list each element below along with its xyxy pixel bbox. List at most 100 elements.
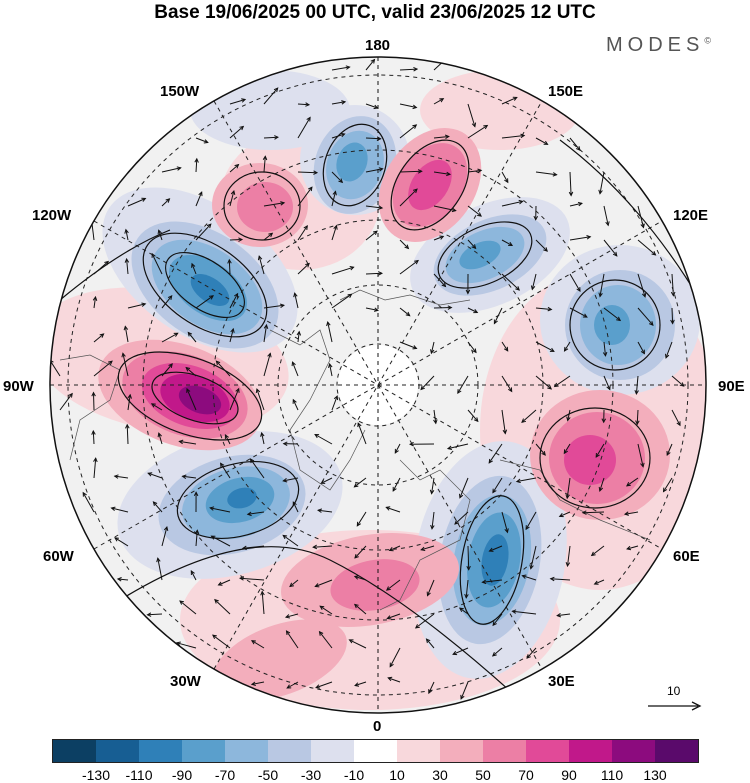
wind-arrow: [212, 634, 231, 649]
wind-arrow-head: [626, 545, 632, 551]
lon-label-120w: 120W: [32, 207, 72, 224]
wind-arrow-head: [250, 640, 256, 645]
wind-arrow-head: [296, 330, 302, 336]
wind-arrow-head: [286, 684, 292, 689]
wind-arrow-head: [332, 190, 337, 196]
wind-arrow-head: [433, 419, 438, 425]
wind-arrow: [386, 579, 401, 591]
wind-arrow: [671, 409, 681, 426]
wind-arrow: [126, 258, 129, 275]
wind-arrow: [467, 341, 477, 353]
wind-arrow: [127, 303, 146, 309]
wind-arrow-head: [521, 418, 527, 424]
wind-arrow-head: [291, 361, 296, 367]
wind-arrow: [501, 96, 518, 105]
wind-arrow: [93, 261, 109, 275]
wind-arrow-head: [563, 346, 569, 352]
wind-arrow: [501, 135, 525, 139]
wind-arrow-head: [547, 385, 553, 390]
colorbar-swatch: [139, 740, 182, 762]
wind-arrow-head: [370, 58, 376, 64]
wind-arrow-head: [558, 512, 564, 518]
wind-arrow: [482, 579, 503, 583]
wind-arrow: [454, 511, 469, 525]
wind-arrow: [554, 375, 571, 387]
wind-arrow-head: [315, 684, 321, 689]
wind-arrow: [111, 507, 129, 513]
colorbar-tick-label: -70: [214, 767, 236, 783]
lon-label-150e: 150E: [548, 83, 584, 100]
wind-arrow: [447, 443, 469, 450]
wind-arrow-head: [373, 307, 379, 312]
wind-arrow-head: [333, 395, 339, 401]
wind-arrow: [292, 399, 299, 411]
wind-arrow-head: [230, 327, 235, 333]
wind-arrow-head: [605, 221, 610, 227]
wind-arrow-head: [420, 546, 426, 551]
wind-arrow-head: [220, 462, 225, 468]
wind-arrow: [357, 423, 367, 445]
wind-arrow-head: [549, 347, 555, 352]
wind-arrow-head: [626, 481, 631, 487]
wind-arrow-head: [623, 511, 629, 516]
wind-arrow: [365, 168, 383, 173]
wind-arrow-head: [441, 282, 447, 288]
wind-arrow-head: [282, 478, 288, 483]
wind-arrow: [467, 205, 482, 217]
colorbar-swatch: [53, 740, 96, 762]
wind-arrow: [399, 103, 417, 108]
wind-arrow-head: [425, 638, 431, 644]
wind-arrow-head: [576, 287, 581, 293]
wind-arrow: [626, 545, 639, 550]
colorbar-swatch: [397, 740, 440, 762]
wind-arrow-head: [385, 506, 391, 511]
wind-arrow: [224, 434, 231, 445]
wind-arrow-head: [488, 547, 494, 552]
wind-arrow-head: [303, 224, 308, 230]
wind-arrow-head: [428, 689, 433, 695]
wind-arrow-head: [217, 581, 223, 586]
wind-arrow: [459, 477, 469, 498]
wind-arrow: [210, 507, 231, 513]
wind-arrow-head: [146, 612, 152, 617]
wind-arrow: [421, 545, 435, 551]
wind-arrow: [179, 600, 197, 615]
wind-arrow: [501, 273, 520, 291]
wind-arrow-head: [662, 487, 668, 493]
wind-arrow-head: [314, 433, 320, 439]
wind-arrow: [148, 472, 163, 479]
wind-arrow-head: [508, 387, 513, 393]
wind-arrow: [158, 433, 163, 445]
wind-arrow: [493, 307, 503, 324]
wind-arrow-head: [113, 474, 119, 479]
wind-arrow-head: [176, 166, 182, 171]
wind-arrow: [50, 359, 61, 377]
wind-arrow-head: [502, 429, 508, 435]
wind-arrow: [195, 191, 203, 207]
wind-arrow-head: [477, 212, 482, 217]
wind-arrow-head: [566, 416, 571, 422]
wind-arrow: [637, 205, 644, 228]
wind-arrow-head: [293, 292, 298, 298]
wind-arrow: [354, 477, 367, 488]
wind-arrow: [195, 295, 214, 309]
wind-arrow: [535, 239, 548, 252]
wind-arrow-head: [241, 98, 247, 103]
wind-vectors: [50, 57, 685, 700]
wind-arrow-head: [460, 694, 465, 700]
wind-arrow-head: [354, 553, 359, 559]
wind-arrow: [147, 613, 163, 616]
wind-arrow: [530, 545, 537, 569]
wind-arrow: [624, 511, 639, 515]
wind-arrow-head: [446, 445, 453, 450]
wind-arrow: [354, 576, 367, 581]
wind-arrow: [569, 137, 581, 151]
wind-arrow: [666, 443, 673, 456]
wind-arrow-head: [472, 348, 477, 354]
wind-arrow: [327, 321, 333, 343]
wind-arrow-head: [175, 641, 181, 646]
wind-arrow: [161, 332, 178, 343]
wind-arrow: [229, 99, 246, 105]
wind-arrow-head: [114, 537, 119, 542]
wind-arrow-head: [504, 528, 509, 534]
